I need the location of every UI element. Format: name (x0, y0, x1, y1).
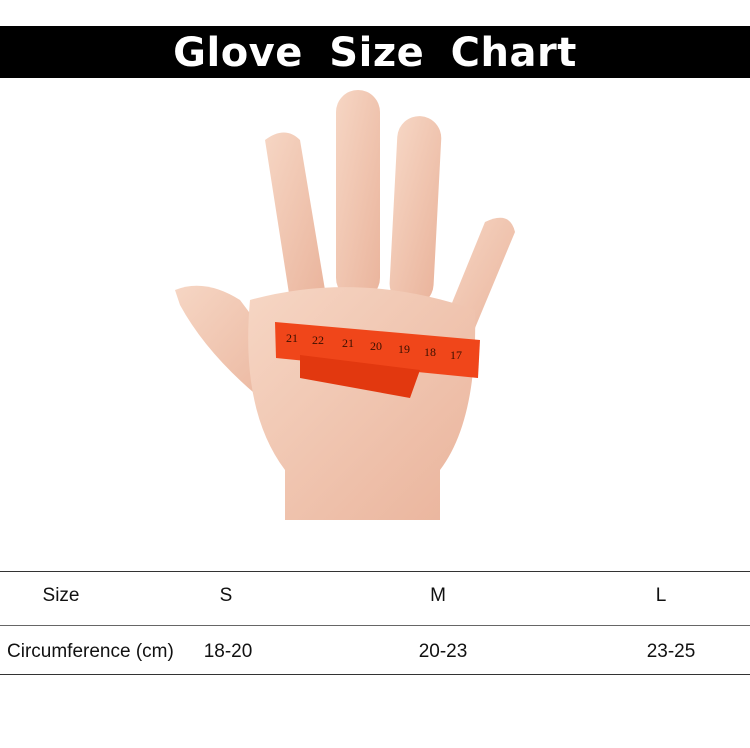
tape-number: 21 (342, 336, 354, 350)
page-title: Glove Size Chart (173, 30, 577, 76)
hand-with-measuring-tape-illustration: 21 22 21 20 19 18 17 (175, 90, 515, 520)
table-top-rule (0, 571, 750, 572)
header-m: M (430, 585, 446, 606)
table-bottom-rule (0, 674, 750, 675)
tape-number: 18 (424, 345, 436, 359)
value-l: 23-25 (646, 641, 696, 662)
row-label: Circumference (cm) (7, 641, 174, 662)
value-s: 18-20 (203, 641, 253, 662)
hand-icon (175, 90, 515, 520)
measuring-tape: 21 22 21 20 19 18 17 (275, 322, 480, 398)
tape-number: 17 (450, 348, 462, 362)
header-s: S (219, 585, 233, 606)
title-bar (0, 26, 750, 78)
tape-number: 21 (286, 331, 298, 345)
tape-number: 19 (398, 342, 410, 356)
tape-number: 22 (312, 333, 324, 347)
tape-number: 20 (370, 339, 382, 353)
header-l: L (655, 585, 667, 606)
value-m: 20-23 (418, 641, 468, 662)
table-row-divider (0, 625, 750, 626)
header-size: Size (42, 585, 80, 606)
